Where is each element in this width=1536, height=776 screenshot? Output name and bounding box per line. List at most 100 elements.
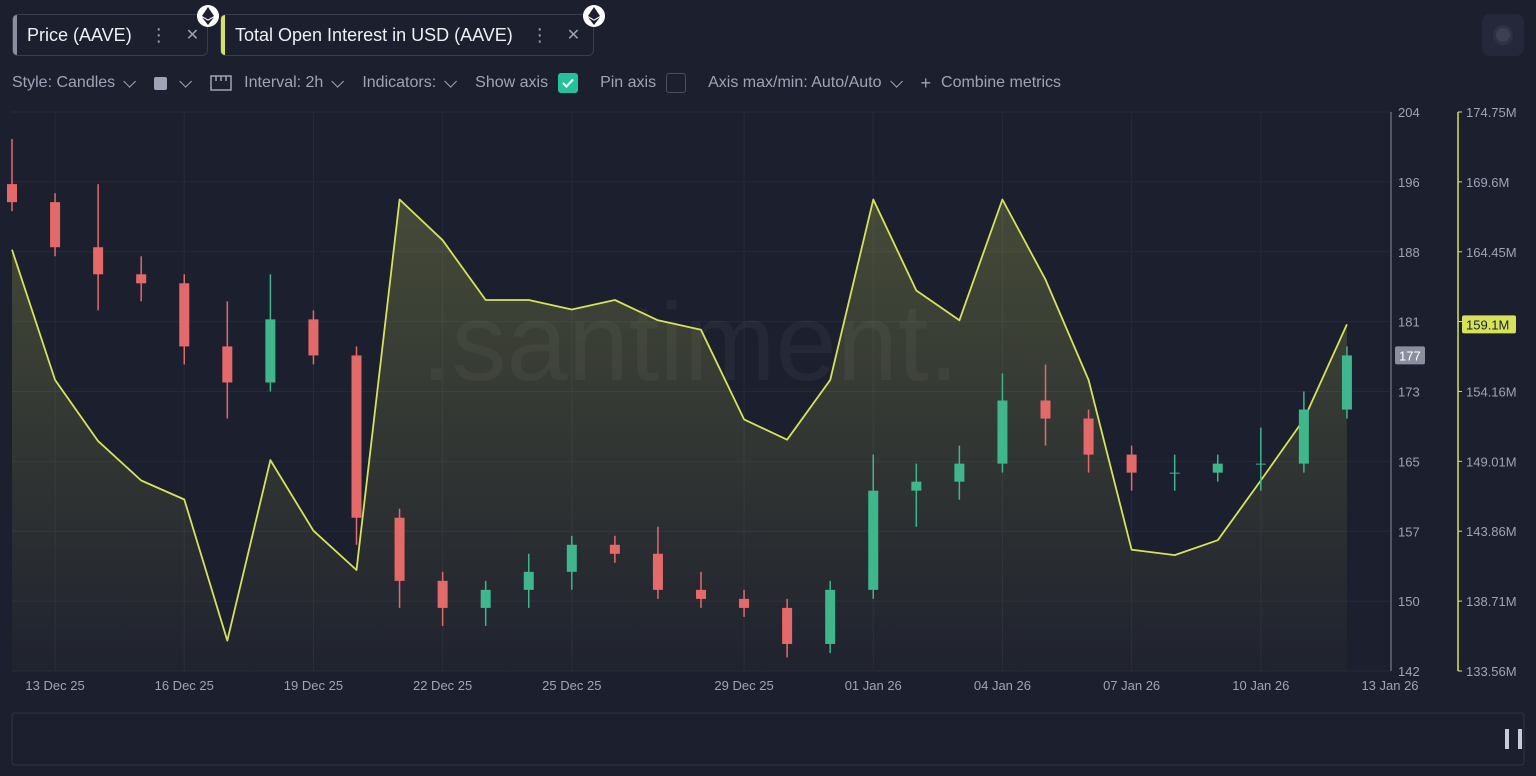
oi-area bbox=[12, 199, 1347, 671]
y-tick-label: 165 bbox=[1398, 454, 1420, 469]
metric-tab[interactable]: Total Open Interest in USD (AAVE) ⋮ ✕ bbox=[220, 5, 605, 56]
candle-body bbox=[480, 589, 491, 608]
toolbar: Style: Candles Interval: 2h Indicators: … bbox=[12, 70, 1083, 96]
y-tick-label: 204 bbox=[1398, 105, 1420, 120]
candle-body bbox=[566, 544, 577, 572]
tab-close[interactable]: ✕ bbox=[185, 27, 200, 44]
x-tick-label: 22 Dec 25 bbox=[413, 678, 472, 693]
axis-range-label: Axis max/min: Auto/Auto bbox=[708, 74, 882, 91]
tab-color bbox=[13, 15, 17, 55]
oi-last-label: 159.1M bbox=[1466, 317, 1509, 332]
x-tick-label: 25 Dec 25 bbox=[542, 678, 601, 693]
x-tick-label: 04 Jan 26 bbox=[974, 678, 1031, 693]
show-axis-label: Show axis bbox=[475, 74, 549, 91]
candle-body bbox=[997, 400, 1008, 464]
candle-body bbox=[1169, 472, 1180, 474]
tab-menu[interactable]: ⋮ bbox=[530, 24, 549, 45]
candle-body bbox=[1298, 409, 1309, 464]
show-axis-toggle[interactable]: Show axis bbox=[475, 73, 579, 93]
candle-body bbox=[825, 589, 836, 644]
x-tick-label: 16 Dec 25 bbox=[155, 678, 214, 693]
indicators-select[interactable]: Indicators: bbox=[362, 74, 458, 92]
interval-label: Interval: 2h bbox=[244, 74, 324, 91]
y-tick-label: 181 bbox=[1398, 315, 1420, 330]
style-label: Style: Candles bbox=[12, 74, 116, 91]
tab-color bbox=[221, 15, 225, 55]
candle-body bbox=[1212, 463, 1223, 473]
combine-metrics[interactable]: + Combine metrics bbox=[920, 72, 1062, 93]
candle-body bbox=[50, 202, 61, 248]
y-tick-label: 188 bbox=[1398, 245, 1420, 260]
y2-tick-label: 143.86M bbox=[1466, 524, 1517, 539]
candle-body bbox=[1040, 400, 1051, 419]
x-tick-label: 29 Dec 25 bbox=[714, 678, 773, 693]
navigator-handle[interactable] bbox=[1518, 729, 1522, 749]
y-tick-label: 150 bbox=[1398, 594, 1420, 609]
y2-tick-label: 164.45M bbox=[1466, 245, 1517, 260]
record-button[interactable] bbox=[1482, 14, 1524, 56]
navigator[interactable] bbox=[11, 712, 1525, 766]
y-tick-label: 142 bbox=[1398, 664, 1420, 679]
y2-tick-label: 138.71M bbox=[1466, 594, 1517, 609]
candle-body bbox=[1255, 463, 1266, 465]
y2-tick-label: 174.75M bbox=[1466, 105, 1517, 120]
x-tick-label: 07 Jan 26 bbox=[1103, 678, 1160, 693]
candle-body bbox=[911, 481, 922, 491]
x-tick-label: 19 Dec 25 bbox=[284, 678, 343, 693]
indicators-label: Indicators: bbox=[362, 74, 437, 91]
metric-tab[interactable]: Price (AAVE) ⋮ ✕ bbox=[12, 5, 219, 56]
oi-line bbox=[11, 198, 1348, 642]
candle-body bbox=[954, 463, 965, 482]
candle-body bbox=[652, 553, 663, 590]
candle-body bbox=[136, 274, 147, 284]
candle-body bbox=[609, 544, 620, 554]
y-tick-label: 173 bbox=[1398, 385, 1420, 400]
x-tick-label: 13 Jan 26 bbox=[1361, 678, 1418, 693]
x-tick-label: 13 Dec 25 bbox=[25, 678, 84, 693]
y2-tick-label: 133.56M bbox=[1466, 664, 1517, 679]
candle-body bbox=[782, 607, 793, 644]
tab-label: Total Open Interest in USD (AAVE) bbox=[235, 24, 513, 45]
color-select[interactable] bbox=[154, 74, 193, 90]
tab-label: Price (AAVE) bbox=[27, 24, 132, 45]
asset-icon bbox=[583, 5, 605, 27]
price-last-box bbox=[1395, 346, 1425, 365]
candle-body bbox=[351, 355, 362, 518]
candle-body bbox=[1126, 454, 1137, 473]
candle-body bbox=[739, 598, 750, 608]
pin-axis-label: Pin axis bbox=[600, 74, 657, 91]
tab-close[interactable]: ✕ bbox=[566, 27, 581, 44]
candle-body bbox=[7, 184, 17, 203]
x-tick-label: 01 Jan 26 bbox=[845, 678, 902, 693]
candle-body bbox=[394, 517, 405, 581]
price-last-label: 177 bbox=[1399, 348, 1421, 363]
y-tick-label: 157 bbox=[1398, 524, 1420, 539]
candle-body bbox=[222, 346, 233, 383]
oi-last-box bbox=[1462, 315, 1516, 334]
pin-axis-toggle[interactable]: Pin axis bbox=[600, 73, 687, 93]
candle-body bbox=[93, 247, 104, 275]
y2-tick-label: 154.16M bbox=[1466, 384, 1517, 399]
candle-body bbox=[1083, 418, 1094, 455]
candle-body bbox=[437, 580, 448, 608]
candle-body bbox=[523, 571, 534, 590]
candle-body bbox=[265, 319, 276, 383]
y2-tick-label: 149.01M bbox=[1466, 454, 1517, 469]
asset-icon bbox=[197, 5, 219, 27]
y-tick-label: 196 bbox=[1398, 175, 1420, 190]
style-select[interactable]: Style: Candles bbox=[12, 74, 137, 92]
tab-menu[interactable]: ⋮ bbox=[149, 24, 168, 45]
axis-range-select[interactable]: Axis max/min: Auto/Auto bbox=[708, 74, 903, 92]
candle-body bbox=[696, 589, 706, 599]
interval-select[interactable]: Interval: 2h bbox=[210, 74, 345, 92]
x-tick-label: 10 Jan 26 bbox=[1232, 678, 1289, 693]
candle-body bbox=[308, 319, 319, 356]
combine-label: Combine metrics bbox=[941, 74, 1062, 91]
candle-body bbox=[868, 490, 879, 590]
candle-body bbox=[179, 283, 190, 347]
candle-body bbox=[1341, 355, 1352, 410]
y2-tick-label: 169.6M bbox=[1466, 175, 1509, 190]
navigator-handle[interactable] bbox=[1505, 729, 1509, 749]
